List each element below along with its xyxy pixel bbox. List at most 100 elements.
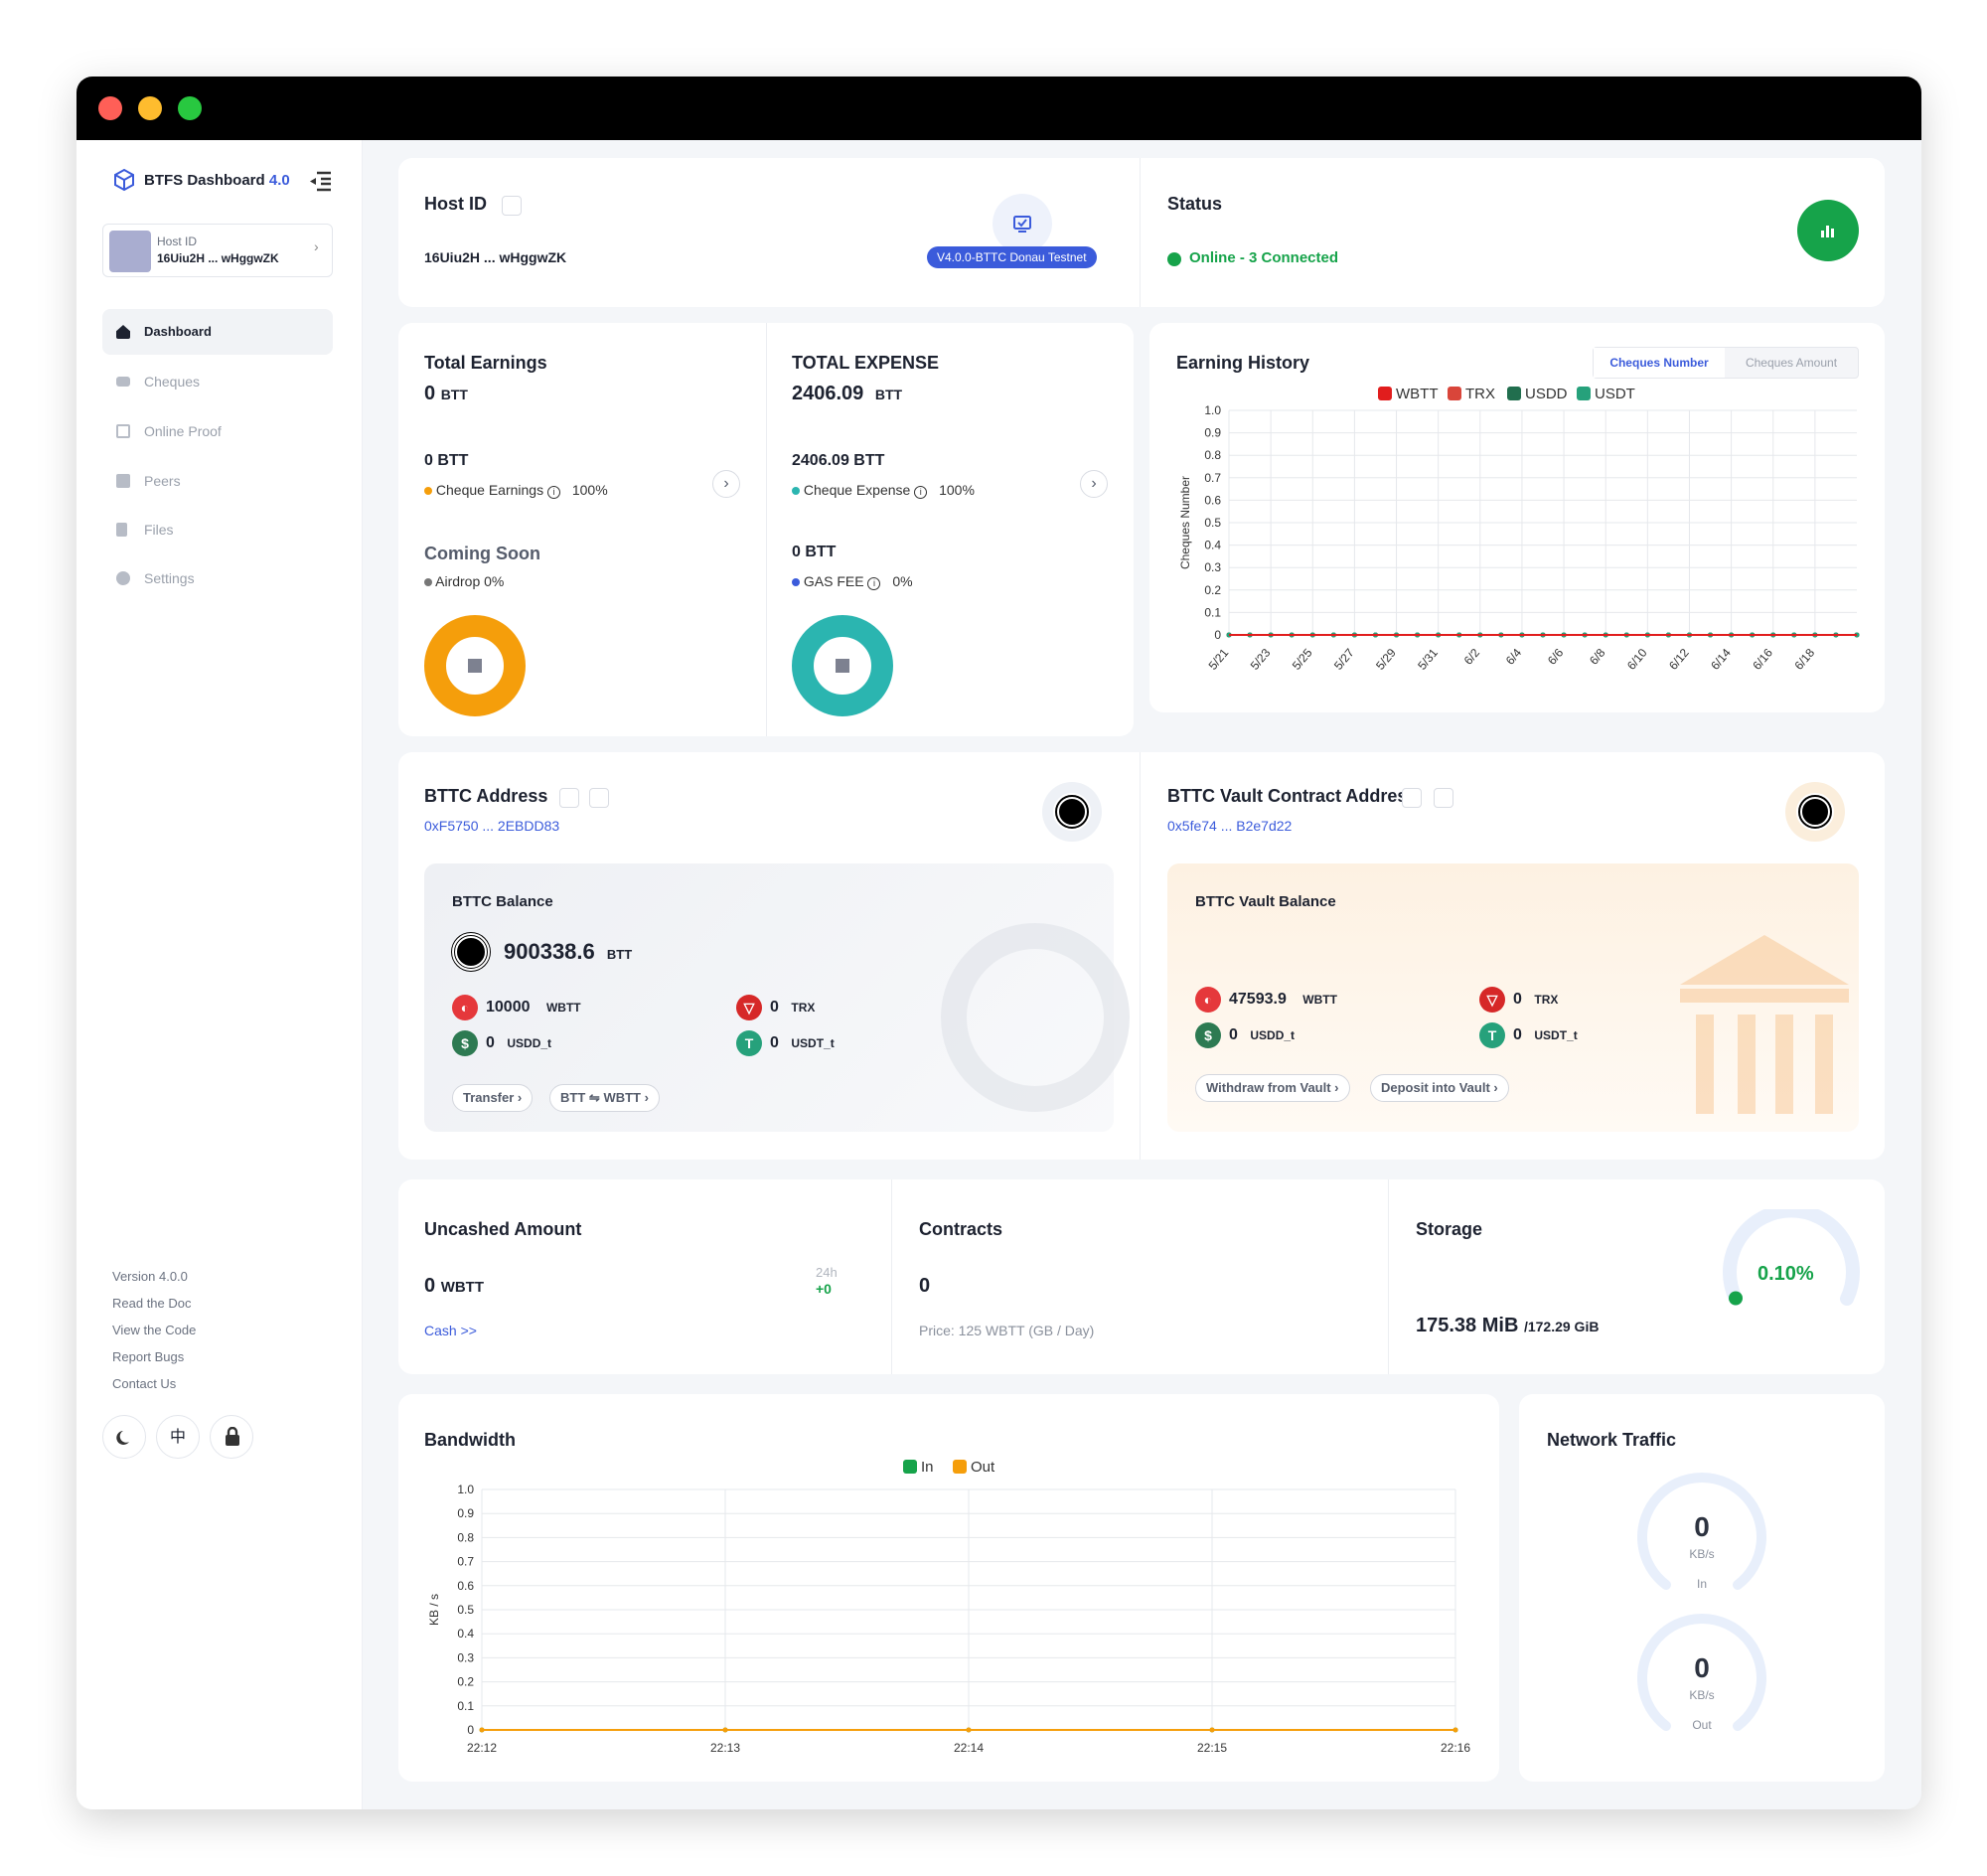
y-tick-label: 0.2 — [1204, 583, 1221, 597]
nav-item-online-proof[interactable]: Online Proof — [102, 408, 333, 454]
x-tick-label: 5/25 — [1290, 646, 1315, 673]
host-card-value: 16Uiu2H ... wHggwZK — [157, 251, 279, 265]
moon-icon — [116, 1431, 129, 1445]
cash-link[interactable]: Cash >> — [424, 1323, 477, 1338]
tab-cheques-number[interactable]: Cheques Number — [1594, 348, 1725, 378]
view-code-link[interactable]: View the Code — [112, 1323, 197, 1337]
dark-mode-button[interactable] — [102, 1415, 146, 1459]
y-tick-label: 1.0 — [457, 1483, 474, 1496]
read-doc-link[interactable]: Read the Doc — [112, 1296, 192, 1311]
qr-code-icon[interactable] — [1402, 788, 1422, 808]
divider — [1140, 158, 1141, 307]
contact-us-link[interactable]: Contact Us — [112, 1376, 177, 1391]
report-bugs-link[interactable]: Report Bugs — [112, 1349, 185, 1364]
usdt-coin-icon: T — [736, 1030, 762, 1056]
x-tick-label: 5/31 — [1415, 646, 1441, 673]
cheque-expense-pct: 100% — [939, 482, 975, 498]
btfs-logo-icon — [112, 168, 136, 192]
trx-unit: TRX — [791, 1001, 816, 1015]
total-earnings-title: Total Earnings — [424, 353, 547, 373]
traffic-out-unit: KB/s — [1689, 1688, 1715, 1702]
uncashed-delta: +0 — [816, 1281, 832, 1297]
earnings-donut — [424, 615, 526, 716]
expense-amount: 2406.09 — [792, 383, 864, 404]
minimize-window-button[interactable] — [138, 96, 162, 120]
close-window-button[interactable] — [98, 96, 122, 120]
copy-icon[interactable] — [502, 196, 522, 216]
bandwidth-card: Bandwidth In Out 0 0.1 0.2 0.3 0.4 0.5 0.6 0.7 0.8… — [398, 1394, 1499, 1782]
nav-item-dashboard[interactable]: Dashboard — [102, 309, 333, 355]
status-chart-button[interactable] — [1797, 200, 1859, 261]
vault-wbtt-amount: 47593.9 — [1229, 991, 1287, 1008]
earning-history-card: Earning History Cheques Number Cheques A… — [1149, 323, 1885, 712]
host-status-card: Host ID 16Uiu2H ... wHggwZK V4.0.0-BTTC … — [398, 158, 1885, 307]
nav-label: Online Proof — [144, 423, 222, 439]
chevron-right-icon: › — [314, 238, 319, 254]
usdd-amount: 0 — [486, 1034, 495, 1051]
y-tick-label: 0.9 — [457, 1506, 474, 1520]
y-tick-label: 0.6 — [457, 1579, 474, 1593]
transfer-button[interactable]: Transfer › — [452, 1084, 534, 1112]
y-axis-label: Cheques Number — [1178, 476, 1192, 569]
usdt-coin-icon: T — [1479, 1022, 1505, 1048]
info-icon[interactable]: i — [867, 577, 881, 590]
swap-button[interactable]: BTT ⇋ WBTT › — [549, 1084, 660, 1112]
vault-address-value[interactable]: 0x5fe74 ... B2e7d22 — [1167, 818, 1293, 834]
version-badge: V4.0.0-BTTC Donau Testnet — [927, 246, 1097, 268]
y-tick-label: 0.7 — [457, 1555, 474, 1569]
stats-card: Uncashed Amount 0 WBTT 24h +0 Cash >> Co… — [398, 1179, 1885, 1374]
earnings-unit: BTT — [440, 387, 468, 402]
monitor-icon — [116, 424, 130, 438]
cheque-icon — [116, 377, 130, 387]
orange-dot — [424, 487, 432, 495]
x-tick-label: 6/10 — [1624, 646, 1650, 673]
copy-icon[interactable] — [589, 788, 609, 808]
uncashed-value: 0 WBTT — [424, 1275, 484, 1298]
trx-coin-icon: ▽ — [1479, 987, 1505, 1013]
bttc-address-value[interactable]: 0xF5750 ... 2EBDD83 — [424, 818, 560, 834]
contracts-price: Price: 125 WBTT (GB / Day) — [919, 1323, 1095, 1338]
y-tick-label: 0.2 — [457, 1675, 474, 1689]
withdraw-button[interactable]: Withdraw from Vault › — [1195, 1074, 1350, 1102]
status-value: Online - 3 Connected — [1189, 249, 1339, 266]
collapse-menu-icon[interactable] — [308, 170, 332, 192]
app-window: BTFS Dashboard 4.0 Host ID 16Uiu2H ... w… — [76, 77, 1921, 1809]
contracts-value: 0 — [919, 1275, 931, 1297]
x-tick-label: 6/14 — [1708, 646, 1734, 673]
copy-icon[interactable] — [1434, 788, 1453, 808]
nav-item-files[interactable]: Files — [102, 507, 333, 552]
traffic-in-unit: KB/s — [1689, 1547, 1715, 1561]
x-tick-label: 6/12 — [1666, 646, 1692, 673]
info-icon[interactable]: i — [546, 486, 560, 499]
gas-fee-label: GAS FEE — [803, 573, 864, 589]
language-button[interactable]: 中 — [156, 1415, 200, 1459]
server-icon — [116, 474, 130, 488]
earnings-details-button[interactable]: › — [712, 470, 740, 498]
expense-details-button[interactable]: › — [1080, 470, 1108, 498]
x-tick-label: 22:16 — [1441, 1741, 1470, 1755]
host-id-value: 16Uiu2H ... wHggwZK — [424, 249, 567, 265]
legend-swatch-out — [953, 1460, 967, 1474]
gas-fee-pct: 0% — [892, 573, 913, 589]
divider — [891, 1179, 892, 1374]
maximize-window-button[interactable] — [178, 96, 202, 120]
x-tick-label: 5/23 — [1248, 646, 1274, 673]
cheque-earnings-value: 0 BTT — [424, 452, 469, 469]
lock-button[interactable] — [210, 1415, 253, 1459]
traffic-in-label: In — [1696, 1577, 1707, 1591]
host-card[interactable]: Host ID 16Uiu2H ... wHggwZK › — [102, 224, 333, 277]
nav-item-peers[interactable]: Peers — [102, 458, 333, 504]
btt-amount: 900338.6 — [504, 939, 595, 964]
swap-to-label: WBTT — [603, 1090, 641, 1105]
total-expense-title: TOTAL EXPENSE — [792, 353, 940, 373]
nav-item-cheques[interactable]: Cheques — [102, 359, 333, 404]
vault-balance-title: BTTC Vault Balance — [1195, 893, 1336, 910]
nav-item-settings[interactable]: Settings — [102, 555, 333, 601]
qr-code-icon[interactable] — [559, 788, 579, 808]
uncashed-amount: 0 — [424, 1275, 436, 1297]
info-icon[interactable]: i — [914, 486, 928, 499]
tab-cheques-amount[interactable]: Cheques Amount — [1745, 356, 1838, 370]
deposit-button[interactable]: Deposit into Vault › — [1370, 1074, 1509, 1102]
x-tick-label: 5/27 — [1331, 646, 1357, 673]
traffic-out-label: Out — [1692, 1718, 1712, 1732]
